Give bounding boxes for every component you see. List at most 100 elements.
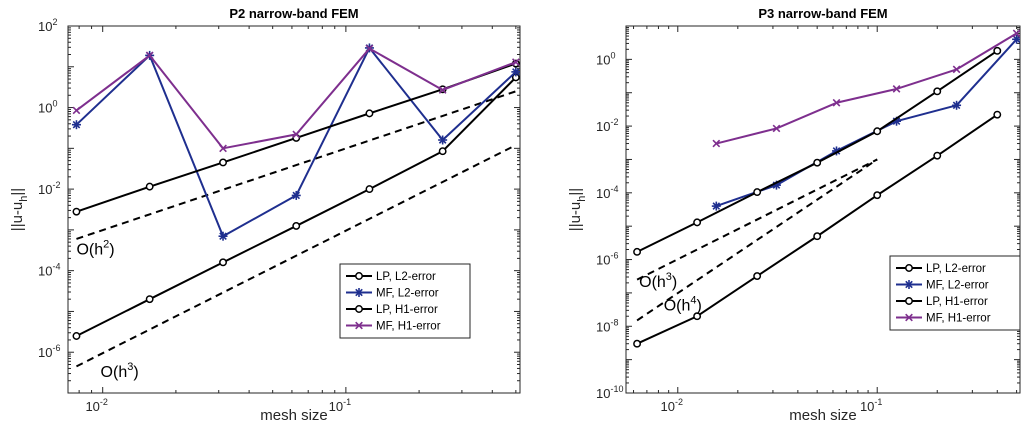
y-tick-label: 10-4 bbox=[596, 184, 618, 201]
chart-p3: 10-2 10-1 10-10 10-8 10-6 10-4 10-2 100 P3 narro… bbox=[567, 6, 1021, 424]
data-point bbox=[772, 124, 781, 133]
x-tick-label: 10-2 bbox=[85, 397, 107, 414]
data-point bbox=[1012, 29, 1020, 38]
reference-line-label: O(h3) bbox=[101, 361, 139, 381]
y-axis-label: ||u-uh|| bbox=[9, 188, 30, 231]
data-point bbox=[892, 85, 901, 93]
legend-label: MF, H1-error bbox=[376, 321, 441, 333]
data-point bbox=[633, 339, 642, 348]
legend-label: MF, H1-error bbox=[926, 313, 991, 325]
data-point bbox=[219, 258, 227, 267]
plot-area bbox=[625, 25, 1021, 394]
x-tick-label: 10-1 bbox=[860, 397, 882, 414]
y-tick-label: 100 bbox=[596, 50, 615, 67]
data-point bbox=[873, 191, 882, 200]
y-tick-label: 102 bbox=[38, 17, 57, 34]
reference-line-label: O(h2) bbox=[76, 238, 114, 258]
chart-title: P3 narrow-band FEM bbox=[758, 6, 887, 21]
data-point bbox=[693, 312, 702, 321]
x-axis-label: mesh size bbox=[789, 407, 857, 424]
reference-line-label: O(h4) bbox=[664, 294, 702, 314]
data-point bbox=[71, 120, 81, 130]
legend-item: LP, L2-error bbox=[346, 271, 436, 283]
reference-line-label: O(h3) bbox=[639, 271, 677, 291]
data-point bbox=[145, 51, 154, 60]
legend-label: LP, L2-error bbox=[926, 263, 986, 275]
data-point bbox=[292, 221, 301, 230]
data-point bbox=[72, 106, 81, 115]
data-point bbox=[952, 65, 961, 74]
data-point bbox=[993, 46, 1002, 55]
data-point bbox=[952, 100, 962, 110]
data-point bbox=[905, 313, 913, 322]
y-tick-label: 10-2 bbox=[38, 180, 60, 197]
data-point bbox=[219, 144, 227, 153]
y-axis-label: ||u-uh|| bbox=[567, 188, 588, 231]
legend-item: LP, H1-error bbox=[896, 296, 988, 308]
reference-line bbox=[76, 144, 517, 368]
series-mf-h1-error bbox=[72, 44, 520, 153]
y-tick-label: 100 bbox=[38, 99, 57, 116]
data-point bbox=[218, 231, 228, 241]
x-tick-label: 10-2 bbox=[661, 397, 683, 414]
data-point bbox=[365, 44, 374, 53]
data-point bbox=[933, 87, 942, 96]
legend-item: MF, H1-error bbox=[346, 321, 441, 333]
data-point bbox=[712, 139, 721, 148]
series-line bbox=[716, 32, 1018, 145]
data-point bbox=[72, 207, 81, 216]
series-line bbox=[715, 38, 1018, 208]
data-point bbox=[993, 110, 1002, 119]
plot-content bbox=[71, 43, 520, 368]
data-point bbox=[291, 190, 301, 200]
series-mf-l2-error bbox=[711, 34, 1020, 211]
legend-item: MF, L2-error bbox=[346, 288, 439, 300]
legend-item: MF, L2-error bbox=[896, 280, 989, 292]
reference-line bbox=[636, 158, 878, 281]
data-point bbox=[753, 188, 762, 197]
reference-line bbox=[76, 90, 517, 240]
data-point bbox=[355, 305, 363, 313]
data-point bbox=[438, 86, 447, 94]
y-tick-label: 10-10 bbox=[596, 384, 623, 401]
y-tick-label: 10-4 bbox=[38, 262, 60, 279]
data-point bbox=[933, 151, 942, 160]
data-point bbox=[292, 130, 301, 139]
legend-item: MF, H1-error bbox=[896, 313, 991, 325]
data-point bbox=[511, 67, 520, 77]
chart-title: P2 narrow-band FEM bbox=[229, 6, 358, 21]
y-tick-label: 10-8 bbox=[596, 317, 618, 334]
data-point bbox=[145, 295, 154, 304]
data-point bbox=[905, 297, 913, 305]
legend-label: LP, L2-error bbox=[376, 271, 436, 283]
y-tick-label: 10-6 bbox=[596, 251, 618, 268]
data-point bbox=[633, 247, 642, 256]
data-point bbox=[753, 272, 762, 281]
data-point bbox=[145, 182, 154, 191]
series-mf-h1-error bbox=[712, 29, 1020, 148]
data-point bbox=[813, 232, 822, 241]
legend: LP, L2-error MF, L2-error LP, H1-error MF, … bbox=[339, 263, 471, 339]
legend-label: MF, L2-error bbox=[376, 288, 439, 300]
data-point bbox=[365, 109, 374, 118]
x-axis-label: mesh size bbox=[260, 407, 328, 424]
data-point bbox=[1012, 34, 1020, 44]
data-point bbox=[832, 98, 841, 107]
data-point bbox=[511, 58, 520, 66]
legend-item: LP, H1-error bbox=[346, 304, 438, 316]
plot-content bbox=[633, 29, 1020, 348]
x-tick-label: 10-1 bbox=[329, 397, 351, 414]
series-lp-l2-error bbox=[633, 110, 1002, 348]
legend: LP, L2-error MF, L2-error LP, H1-error MF, … bbox=[889, 255, 1021, 331]
chart-p2: 10-2 10-1 10-6 10-4 10-2 100 102 P2 narrow-band… bbox=[9, 6, 521, 424]
data-point bbox=[905, 264, 913, 272]
data-point bbox=[355, 272, 363, 280]
data-point bbox=[693, 218, 702, 227]
data-point bbox=[904, 280, 914, 289]
data-point bbox=[219, 158, 227, 167]
y-tick-label: 10-2 bbox=[596, 117, 618, 134]
data-point bbox=[354, 288, 364, 297]
reference-line bbox=[636, 158, 878, 322]
data-point bbox=[438, 147, 447, 156]
